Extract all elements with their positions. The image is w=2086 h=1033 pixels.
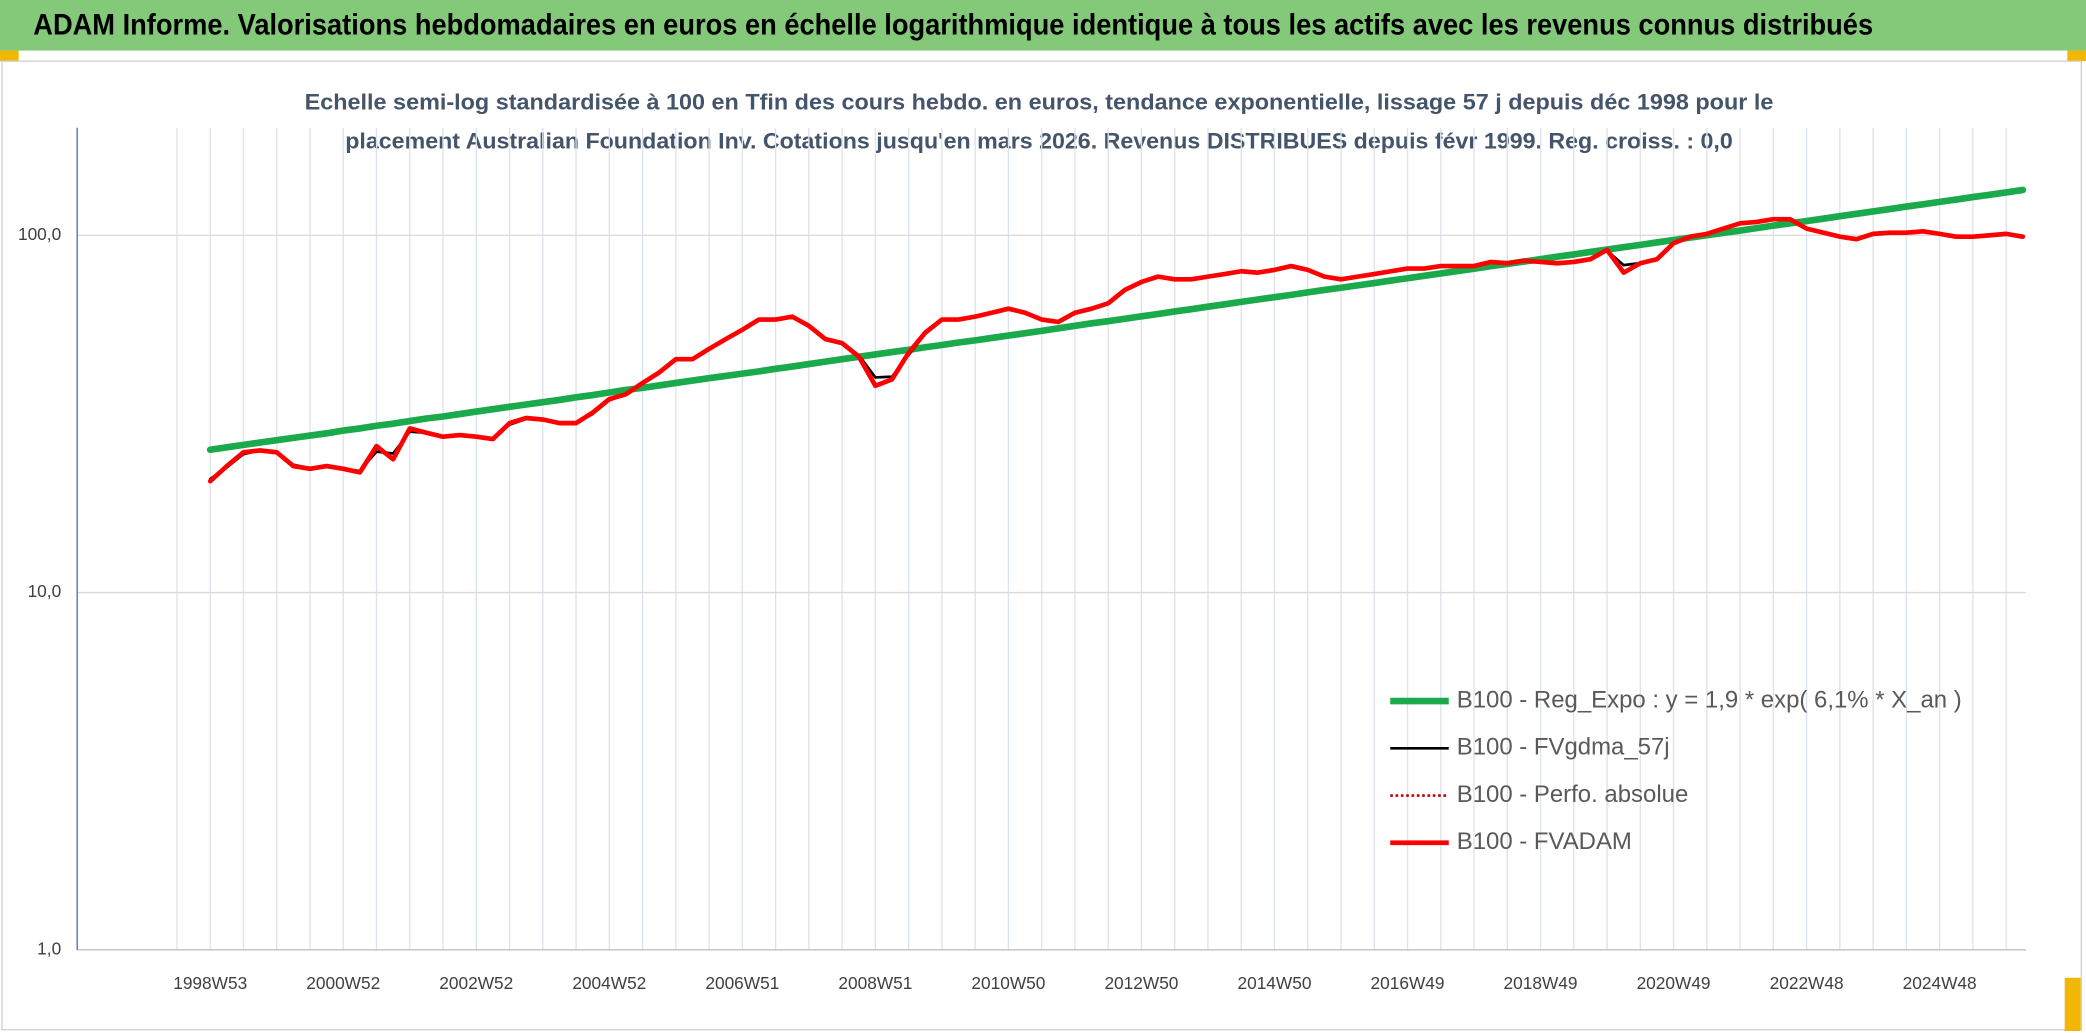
x-tick-label: 2024W48 [1903,973,1977,993]
legend-label: B100 - FVADAM [1457,828,1632,855]
x-tick-label: 2002W52 [439,973,513,993]
x-tick-label: 1998W53 [173,973,247,993]
series-line [207,216,2026,484]
series-line [206,186,2027,454]
x-tick-label: 2020W49 [1637,973,1711,993]
x-tick-label: 2022W48 [1770,973,1844,993]
corner-bottom [2064,977,2081,1032]
legend-label: B100 - Perfo. absolue [1457,781,1689,808]
y-tick-label: 1,0 [37,938,61,958]
x-tick-label: 2010W50 [971,973,1045,993]
y-tick-label: 10,0 [28,581,62,601]
x-tick-label: 2016W49 [1371,973,1445,993]
x-tick-label: 2014W50 [1237,973,1311,993]
x-tick-label: 2000W52 [306,973,380,993]
corner-right [2067,50,2086,62]
x-tick-label: 2004W52 [572,973,646,993]
x-tick-label: 2008W51 [838,973,912,993]
header-band [0,0,2086,51]
x-tick-label: 2006W51 [705,973,779,993]
chart-subtitle: placement Australian Foundation Inv. Cot… [345,128,1733,153]
y-tick-label: 100,0 [18,224,61,244]
chart-frame [1,60,2082,1031]
plot-area: 1998W53 2000W52 2002W52 2004W52 2006W51 2008W… [18,127,2027,993]
chart-subtitle: Echelle semi-log standardisée à 100 en T… [305,90,1774,115]
legend-label: B100 - FVgdma_57j [1457,734,1670,761]
x-tick-label: 2012W50 [1104,973,1178,993]
corner-left [0,50,19,62]
legend-label: B100 - Reg_Expo : y = 1,9 * exp( 6,1% * … [1457,686,1962,713]
x-tick-label: 2018W49 [1504,973,1578,993]
header-title: ADAM Informe. Valorisations hebdomadaire… [33,9,1873,41]
